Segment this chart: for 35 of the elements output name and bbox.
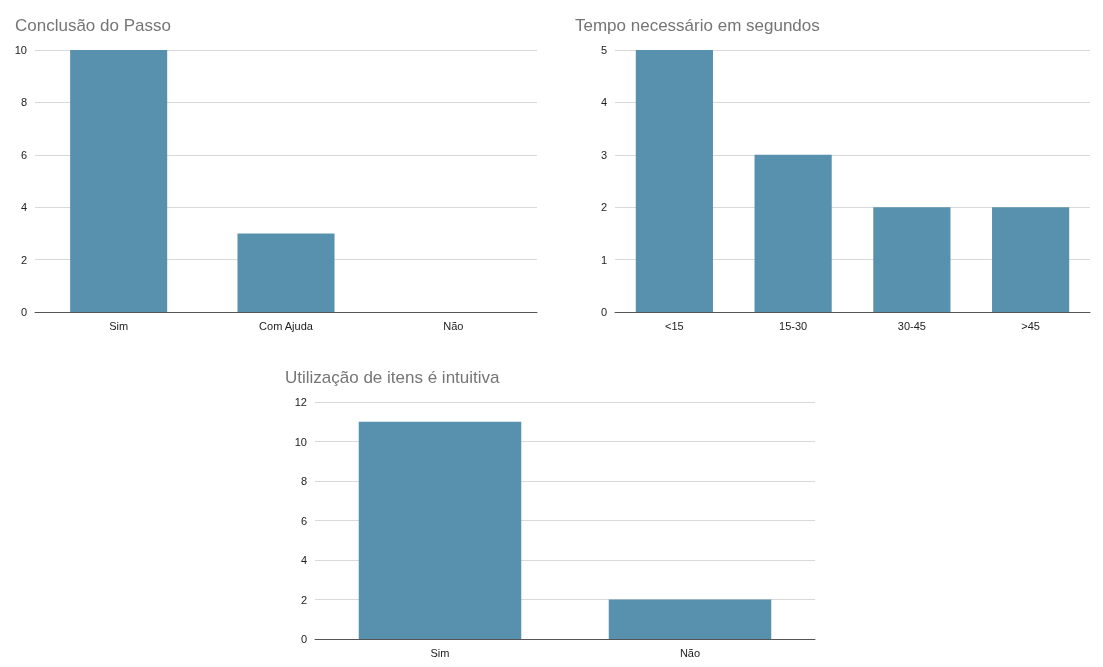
y-tick-label: 0 — [600, 306, 607, 318]
x-tick-label: Não — [679, 646, 701, 659]
y-tick-label: 12 — [294, 396, 307, 408]
y-tick-label: 2 — [20, 253, 27, 266]
y-tick-label: 2 — [600, 201, 607, 214]
y-tick-label: 10 — [14, 44, 27, 56]
bar — [635, 50, 713, 312]
y-tick-label: 2 — [300, 593, 307, 606]
y-tick-label: 8 — [20, 96, 27, 109]
x-tick-label: >45 — [1021, 319, 1040, 332]
chart-title: Conclusão do Passo — [15, 16, 171, 35]
x-tick-label: Não — [443, 319, 464, 332]
y-tick-label: 4 — [600, 96, 607, 109]
bar — [754, 154, 832, 312]
bar — [992, 207, 1070, 312]
y-tick-label: 10 — [294, 435, 307, 448]
y-tick-label: 5 — [600, 44, 607, 56]
y-tick-label: 0 — [20, 306, 27, 318]
y-tick-label: 4 — [20, 201, 27, 214]
y-tick-label: 6 — [300, 514, 307, 527]
y-tick-label: 3 — [600, 148, 607, 161]
y-tick-label: 6 — [20, 148, 27, 161]
y-tick-label: 8 — [300, 475, 307, 487]
x-tick-label: Sim — [430, 646, 450, 659]
x-tick-label: Sim — [109, 319, 129, 332]
x-tick-label: 15-30 — [779, 319, 808, 332]
y-tick-label: 0 — [300, 633, 307, 645]
x-tick-label: Com Ajuda — [259, 319, 314, 332]
chart-title: Utilização de itens é intuitiva — [285, 368, 501, 387]
x-tick-label: <15 — [665, 319, 684, 332]
y-tick-label: 1 — [600, 253, 607, 266]
x-tick-label: 30-45 — [897, 319, 926, 332]
bar — [873, 207, 951, 312]
chart-title: Tempo necessário em segundos — [575, 16, 820, 35]
y-tick-label: 4 — [300, 554, 307, 566]
